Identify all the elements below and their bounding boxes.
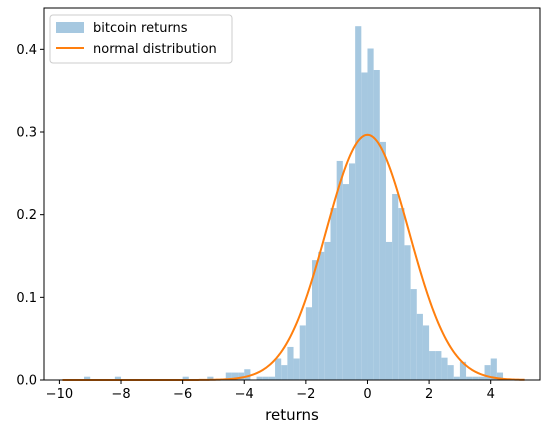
histogram-bar bbox=[342, 184, 349, 380]
histogram-bar bbox=[305, 307, 313, 380]
histogram-bar bbox=[422, 325, 430, 380]
histogram-bar bbox=[336, 160, 343, 380]
histogram-bar bbox=[268, 376, 276, 380]
legend: bitcoin returns normal distribution bbox=[49, 14, 233, 64]
histogram-bar bbox=[410, 289, 417, 380]
x-tick-label: 4 bbox=[487, 387, 495, 402]
x-tick-label: −4 bbox=[235, 387, 254, 402]
x-tick-label: −6 bbox=[173, 387, 192, 402]
histogram-bar bbox=[324, 241, 331, 380]
legend-label-normal-distribution: normal distribution bbox=[93, 42, 217, 57]
histogram-bar bbox=[318, 251, 325, 380]
histogram-bar bbox=[84, 376, 91, 380]
plot-frame bbox=[43, 7, 541, 381]
histogram-bar bbox=[379, 141, 386, 380]
histogram-bar bbox=[441, 357, 448, 380]
histogram-bar bbox=[361, 72, 368, 380]
histogram-bar bbox=[299, 325, 306, 380]
x-tick-label: −10 bbox=[46, 387, 73, 402]
histogram-bar bbox=[262, 376, 269, 380]
histogram-bar bbox=[207, 376, 214, 380]
legend-label-bitcoin-returns: bitcoin returns bbox=[93, 21, 188, 36]
histogram-bar bbox=[225, 372, 232, 380]
y-tick-label: 0.2 bbox=[16, 208, 37, 223]
histogram-bar bbox=[275, 358, 282, 380]
histogram-bar bbox=[447, 365, 454, 380]
y-tick-label: 0.1 bbox=[16, 291, 37, 306]
y-tick-label: 0.4 bbox=[16, 43, 37, 58]
histogram-bar bbox=[392, 194, 399, 380]
histogram-bars bbox=[84, 26, 504, 381]
histogram-bar bbox=[114, 376, 122, 380]
histogram-bar bbox=[404, 245, 411, 380]
histogram-bar bbox=[496, 372, 504, 380]
histogram-bar bbox=[416, 313, 423, 380]
histogram-bar bbox=[429, 351, 436, 380]
histogram-bar bbox=[373, 70, 380, 380]
histogram-bar bbox=[293, 358, 300, 380]
histogram-bar bbox=[348, 163, 356, 380]
histogram-bar bbox=[398, 208, 405, 380]
histogram-bar bbox=[312, 260, 319, 380]
histogram-bar bbox=[244, 369, 251, 380]
x-tick-label: 0 bbox=[363, 387, 371, 402]
histogram-bar bbox=[453, 376, 460, 380]
histogram-bar bbox=[484, 365, 491, 380]
x-tick-label: −8 bbox=[111, 387, 130, 402]
x-tick-label: 2 bbox=[425, 387, 433, 402]
histogram-bar bbox=[231, 372, 239, 380]
histogram-bar bbox=[287, 346, 294, 380]
x-axis-label: returns bbox=[265, 406, 319, 424]
normal-distribution-line bbox=[62, 133, 525, 381]
y-tick-label: 0.0 bbox=[16, 374, 37, 389]
histogram-bar bbox=[472, 376, 479, 380]
legend-swatch-bitcoin-returns bbox=[56, 22, 84, 33]
normal-curve-layer bbox=[62, 133, 525, 381]
x-axis-ticks: −10 −8 −6 −4 −2 0 2 4 bbox=[46, 380, 495, 402]
histogram-bar bbox=[466, 376, 473, 380]
y-axis-ticks: 0.0 0.1 0.2 0.3 0.4 bbox=[16, 43, 44, 389]
histogram-bar bbox=[367, 48, 374, 381]
legend-box bbox=[49, 14, 233, 64]
x-tick-label: −2 bbox=[296, 387, 315, 402]
histogram-bar bbox=[238, 372, 245, 380]
histogram-bar bbox=[385, 241, 393, 380]
histogram-bar bbox=[330, 208, 337, 380]
histogram-bar bbox=[435, 351, 442, 380]
histogram-bar bbox=[490, 358, 497, 380]
y-tick-label: 0.3 bbox=[16, 126, 37, 141]
histogram-bar bbox=[459, 361, 467, 380]
histogram-bar bbox=[182, 376, 189, 380]
histogram-bar bbox=[478, 376, 485, 380]
histogram-bar bbox=[256, 376, 263, 380]
histogram-bar bbox=[281, 365, 288, 380]
histogram-bar bbox=[355, 26, 362, 380]
